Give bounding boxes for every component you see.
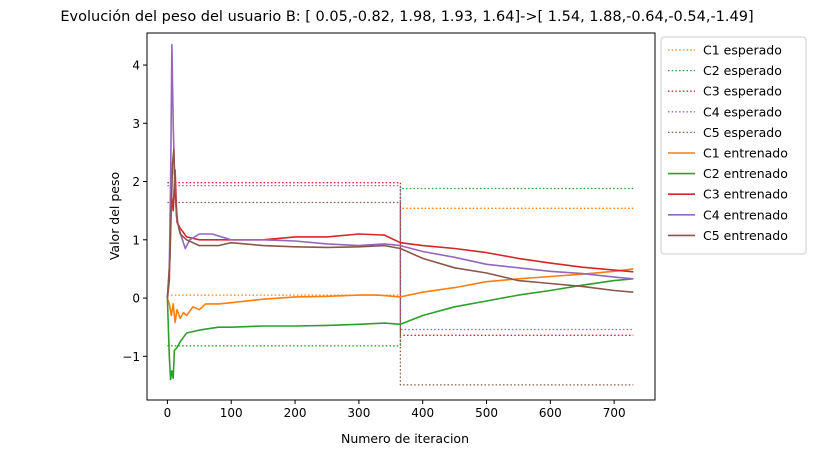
axes: 0 100 200 300 400 500 600 700 −1 0 1 2 3 4 <box>122 59 625 420</box>
legend-label-9: C4 entrenado <box>703 207 788 222</box>
legend-label-6: C1 entrenado <box>703 146 788 161</box>
x-tick-label: 600 <box>539 406 562 420</box>
x-tick-label: 100 <box>220 406 243 420</box>
x-tick-label: 400 <box>411 406 434 420</box>
chart-title: Evolución del peso del usuario B: [ 0.05… <box>60 9 753 25</box>
x-axis-label: Numero de iteracion <box>341 431 469 446</box>
x-tick-label: 700 <box>603 406 626 420</box>
y-axis-label: Valor del peso <box>107 172 122 260</box>
legend-label-4: C4 esperado <box>703 104 782 119</box>
legend-box <box>660 36 807 255</box>
y-tick-label: 2 <box>132 175 140 189</box>
y-tick-label: 0 <box>132 292 140 306</box>
x-tick-label: 300 <box>347 406 370 420</box>
x-tick-label: 200 <box>284 406 307 420</box>
plot-frame <box>146 32 656 401</box>
legend-label-5: C5 esperado <box>703 125 782 140</box>
legend-label-3: C3 esperado <box>703 84 782 99</box>
x-tick-label: 0 <box>164 406 172 420</box>
legend-label-1: C1 esperado <box>703 43 782 58</box>
legend-label-7: C2 entrenado <box>703 166 788 181</box>
legend: C1 esperado C2 esperado C3 esperado C4 espe… <box>660 36 807 255</box>
x-tick-label: 500 <box>475 406 498 420</box>
y-tick-label: 1 <box>132 233 140 247</box>
plot-area <box>166 43 634 386</box>
y-tick-label: 3 <box>132 117 140 131</box>
series-line-7 <box>166 278 634 381</box>
legend-label-2: C2 esperado <box>703 63 782 78</box>
series-line-10 <box>166 148 634 299</box>
series-line-9 <box>166 43 634 299</box>
series-line-4 <box>167 184 634 331</box>
series-line-6 <box>166 268 634 324</box>
legend-label-10: C5 entrenado <box>703 228 788 243</box>
y-tick-label: 4 <box>132 59 140 73</box>
y-tick-label: −1 <box>122 350 140 364</box>
legend-label-8: C3 entrenado <box>703 187 788 202</box>
